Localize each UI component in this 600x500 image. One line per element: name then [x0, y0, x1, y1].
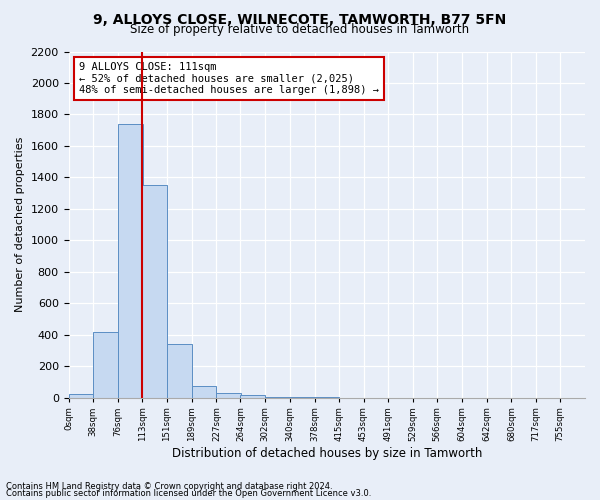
Text: 9, ALLOYS CLOSE, WILNECOTE, TAMWORTH, B77 5FN: 9, ALLOYS CLOSE, WILNECOTE, TAMWORTH, B7…	[94, 12, 506, 26]
Bar	[191, 386, 217, 398]
Bar	[265, 397, 290, 398]
Bar	[217, 393, 241, 398]
Bar	[167, 344, 191, 398]
Text: Contains HM Land Registry data © Crown copyright and database right 2024.: Contains HM Land Registry data © Crown c…	[6, 482, 332, 491]
X-axis label: Distribution of detached houses by size in Tamworth: Distribution of detached houses by size …	[172, 447, 482, 460]
Text: 9 ALLOYS CLOSE: 111sqm
← 52% of detached houses are smaller (2,025)
48% of semi-: 9 ALLOYS CLOSE: 111sqm ← 52% of detached…	[79, 62, 379, 95]
Y-axis label: Number of detached properties: Number of detached properties	[15, 137, 25, 312]
Bar	[241, 395, 265, 398]
Bar	[93, 332, 118, 398]
Bar	[142, 185, 167, 398]
Text: Size of property relative to detached houses in Tamworth: Size of property relative to detached ho…	[130, 22, 470, 36]
Text: Contains public sector information licensed under the Open Government Licence v3: Contains public sector information licen…	[6, 489, 371, 498]
Bar	[118, 124, 143, 398]
Bar	[68, 394, 93, 398]
